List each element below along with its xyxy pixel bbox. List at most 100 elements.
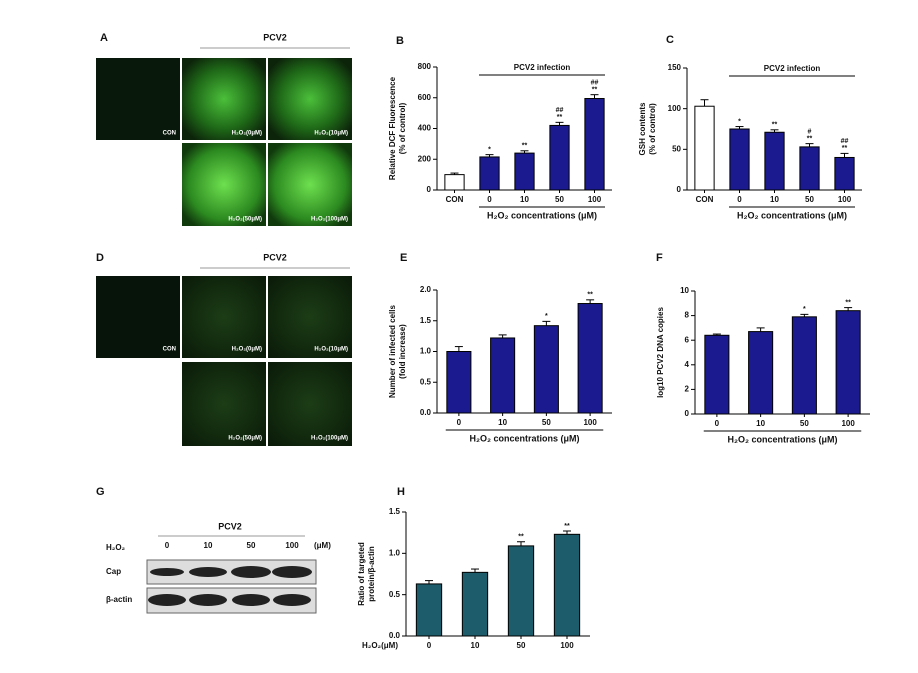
y-tick-label: 200 xyxy=(418,154,432,163)
x-tick-label: 50 xyxy=(805,195,814,204)
bar xyxy=(490,337,516,414)
significance: ** xyxy=(807,135,813,142)
x-tick-label: 100 xyxy=(560,641,574,650)
micrograph xyxy=(96,58,180,140)
y-tick-label: 100 xyxy=(668,104,682,113)
x-tick-label: 10 xyxy=(756,419,765,428)
panel-letter: F xyxy=(656,252,663,264)
x-axis-label: H₂O₂ concentrations (μM) xyxy=(737,210,847,220)
image-caption: H₂O₂(50μM) xyxy=(228,436,262,442)
micrograph xyxy=(182,58,266,140)
panel-letter: E xyxy=(400,252,407,264)
significance: ** xyxy=(587,292,593,299)
bar xyxy=(461,571,489,637)
dose-label: 50 xyxy=(247,541,256,550)
x-axis-label: H₂O₂ concentrations (μM) xyxy=(727,434,837,444)
micrograph xyxy=(182,143,266,226)
x-tick-label: 0 xyxy=(457,418,462,427)
significance: * xyxy=(488,146,491,153)
group-label: PCV2 xyxy=(218,521,242,531)
x-tick-label: 50 xyxy=(517,641,526,650)
bar xyxy=(835,310,861,415)
y-tick-label: 600 xyxy=(418,93,432,102)
bracket-label: PCV2 infection xyxy=(514,63,571,72)
y-tick-label: 0.0 xyxy=(420,408,432,417)
y-tick-label: 0.5 xyxy=(420,377,432,386)
y-tick-label: 0.5 xyxy=(389,590,401,599)
dose-label: 100 xyxy=(285,541,299,550)
y-axis-label: GSH contents xyxy=(638,102,647,155)
bar xyxy=(479,156,500,191)
micrograph xyxy=(268,362,352,446)
significance: ** xyxy=(845,299,851,306)
group-label: PCV2 xyxy=(263,32,287,42)
bar xyxy=(834,156,855,191)
significance: ** xyxy=(518,534,524,541)
x-tick-label: CON xyxy=(446,195,464,204)
significance: # xyxy=(808,128,812,135)
group-label: PCV2 xyxy=(263,252,287,262)
dose-label: 0 xyxy=(165,541,170,550)
y-tick-label: 1.5 xyxy=(420,316,432,325)
significance: ## xyxy=(556,107,564,114)
image-caption: H₂O₂(10μM) xyxy=(314,347,348,353)
y-axis-label: (% of control) xyxy=(648,103,657,155)
x-tick-label: 0 xyxy=(737,195,742,204)
y-tick-label: 0 xyxy=(427,185,432,194)
bar xyxy=(553,533,581,637)
x-tick-label: 50 xyxy=(800,419,809,428)
x-tick-label: 10 xyxy=(471,641,480,650)
row-label: Cap xyxy=(106,567,121,576)
y-tick-label: 400 xyxy=(418,124,432,133)
x-tick-label: 100 xyxy=(588,195,602,204)
panel-letter: H xyxy=(397,486,405,498)
x-tick-label: 100 xyxy=(841,419,855,428)
image-caption: H₂O₂(10μM) xyxy=(314,131,348,137)
row-label: β-actin xyxy=(106,595,132,604)
band xyxy=(232,594,270,606)
significance: * xyxy=(738,118,741,125)
y-tick-label: 1.0 xyxy=(420,347,432,356)
bar xyxy=(729,128,750,191)
bar xyxy=(444,174,465,191)
y-tick-label: 800 xyxy=(418,62,432,71)
y-tick-label: 8 xyxy=(685,311,690,320)
micrograph xyxy=(268,276,352,358)
y-tick-label: 10 xyxy=(680,286,689,295)
x-tick-label: 10 xyxy=(520,195,529,204)
panel-letter: A xyxy=(100,32,108,44)
band xyxy=(189,567,227,577)
bar xyxy=(533,325,559,414)
y-axis-label: (% of control) xyxy=(398,102,407,154)
x-tick-label: 0 xyxy=(487,195,492,204)
y-tick-label: 0.0 xyxy=(389,631,401,640)
y-tick-label: 6 xyxy=(685,335,690,344)
significance: * xyxy=(803,306,806,313)
x-tick-label: 50 xyxy=(542,418,551,427)
significance: ** xyxy=(522,143,528,150)
y-axis-label: Ratio of targeted xyxy=(357,542,366,606)
significance: ** xyxy=(557,114,563,121)
y-tick-label: 1.0 xyxy=(389,548,401,557)
panel-letter: G xyxy=(96,486,105,498)
unit-label: (μM) xyxy=(314,541,331,550)
y-tick-label: 2 xyxy=(685,385,690,394)
band xyxy=(272,566,312,578)
significance: ** xyxy=(592,87,598,94)
image-caption: CON xyxy=(163,347,176,353)
bar xyxy=(514,152,535,191)
bar xyxy=(791,316,817,415)
y-axis-label: Relative DCF Fluorescence xyxy=(388,76,397,180)
bar xyxy=(549,124,570,191)
dose-label: 10 xyxy=(204,541,213,550)
band xyxy=(148,594,186,606)
x-tick-label: 100 xyxy=(838,195,852,204)
band xyxy=(273,594,311,606)
bar xyxy=(748,331,774,415)
y-tick-label: 150 xyxy=(668,63,682,72)
image-caption: H₂O₂(100μM) xyxy=(311,436,348,442)
panel-letter: C xyxy=(666,34,674,46)
y-tick-label: 50 xyxy=(672,144,681,153)
x-axis-label: H₂O₂ concentrations (μM) xyxy=(487,210,597,220)
bar xyxy=(507,545,535,637)
